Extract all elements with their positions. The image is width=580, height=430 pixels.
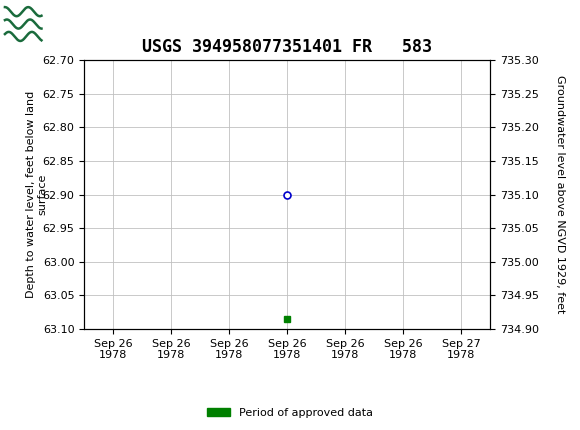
Legend: Period of approved data: Period of approved data bbox=[203, 403, 377, 422]
Y-axis label: Depth to water level, feet below land
surface: Depth to water level, feet below land su… bbox=[26, 91, 48, 298]
Text: USGS: USGS bbox=[49, 14, 109, 33]
Y-axis label: Groundwater level above NGVD 1929, feet: Groundwater level above NGVD 1929, feet bbox=[556, 75, 566, 314]
Title: USGS 394958077351401 FR   583: USGS 394958077351401 FR 583 bbox=[142, 38, 432, 56]
